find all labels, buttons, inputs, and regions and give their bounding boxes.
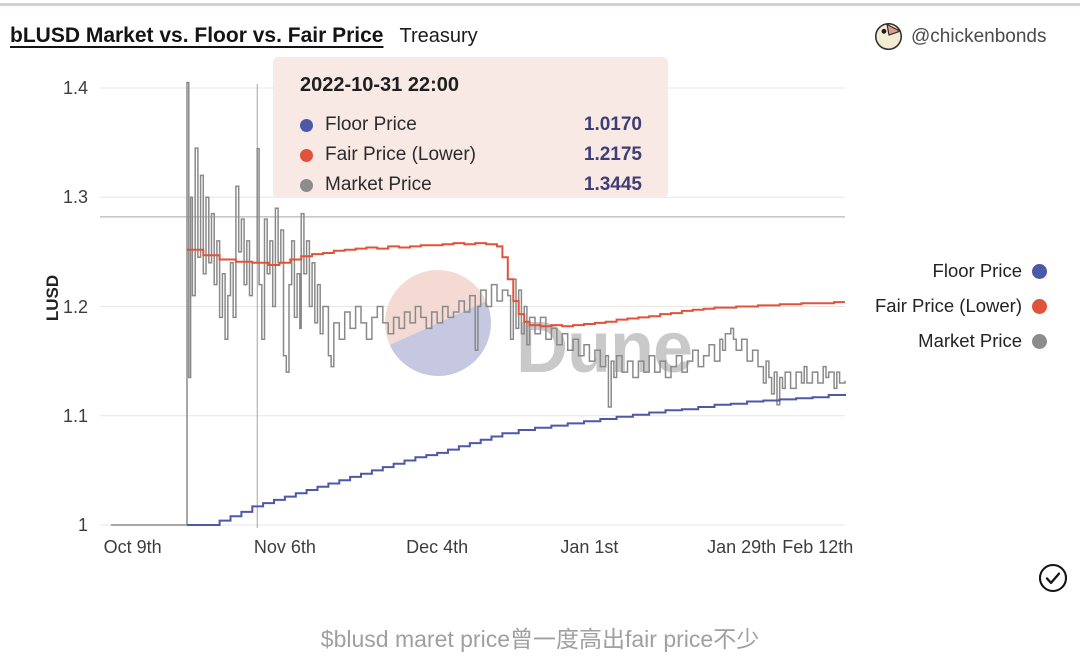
dune-watermark-circle-bottom: [389, 301, 491, 376]
chart-title-link[interactable]: bLUSD Market vs. Floor vs. Fair Price: [10, 24, 384, 47]
tooltip-label: Floor Price: [325, 114, 417, 135]
chart-legend: Floor Price Fair Price (Lower) Market Pr…: [875, 260, 1047, 352]
series-line-fair-price-lower: [187, 242, 845, 328]
y-tick-label: 1.2: [62, 296, 88, 317]
tooltip-row-fair: Fair Price (Lower) 1.2175: [300, 140, 642, 170]
x-tick-label: Nov 6th: [253, 537, 316, 557]
tooltip-row-floor: Floor Price 1.0170: [300, 110, 642, 140]
tooltip-label: Market Price: [325, 174, 432, 195]
market-price-dot-icon: [300, 178, 313, 192]
y-tick-label: 1.1: [62, 405, 88, 426]
y-tick-label: 1.3: [62, 187, 88, 208]
chart-header: bLUSD Market vs. Floor vs. Fair Price Tr…: [10, 24, 478, 48]
tooltip-label: Fair Price (Lower): [325, 144, 476, 165]
tooltip-value: 1.2175: [583, 144, 642, 165]
x-tick-label: Jan 29th: [707, 537, 777, 557]
legend-label: Floor Price: [932, 260, 1022, 281]
tooltip-timestamp: 2022-10-31 22:00: [300, 74, 460, 96]
legend-item-market-price[interactable]: Market Price: [918, 330, 1047, 352]
floor-price-dot-icon: [1032, 263, 1047, 279]
author-byline[interactable]: @chickenbonds: [874, 22, 1046, 51]
dashboard-name: Treasury: [399, 25, 478, 47]
fair-price-dot-icon: [1032, 298, 1047, 314]
hover-tooltip: 2022-10-31 22:00 Floor Price 1.0170 Fair…: [273, 57, 668, 198]
legend-item-floor-price[interactable]: Floor Price: [933, 260, 1047, 282]
legend-item-fair-price[interactable]: Fair Price (Lower): [875, 295, 1047, 317]
tooltip-row-market: Market Price 1.3445: [300, 170, 642, 200]
tooltip-value: 1.0170: [583, 114, 642, 135]
x-tick-label: Jan 1st: [560, 537, 619, 557]
floor-price-dot-icon: [300, 118, 313, 132]
series-line-floor-price: [187, 393, 846, 526]
dune-watermark-circle-top: [385, 270, 487, 345]
x-tick-label: Feb 12th: [782, 537, 854, 557]
tooltip-value: 1.3445: [583, 174, 642, 195]
x-tick-label: Oct 9th: [103, 537, 162, 557]
legend-label: Market Price: [918, 330, 1022, 351]
y-tick-label: 1.4: [62, 78, 88, 98]
check-circle-icon[interactable]: [1038, 563, 1068, 593]
author-handle[interactable]: @chickenbonds: [911, 25, 1047, 47]
fair-price-dot-icon: [300, 148, 313, 162]
post-caption: $blusd maret price曾一度高出fair price不少: [320, 626, 760, 652]
series-line-market-price: [110, 81, 846, 526]
y-tick-label: 1: [77, 515, 88, 535]
legend-label: Fair Price (Lower): [875, 295, 1022, 316]
x-tick-label: Dec 4th: [406, 537, 469, 557]
market-price-dot-icon: [1032, 333, 1047, 349]
card-top-border: [0, 3, 1080, 6]
chickenbonds-avatar-icon: [874, 22, 903, 51]
